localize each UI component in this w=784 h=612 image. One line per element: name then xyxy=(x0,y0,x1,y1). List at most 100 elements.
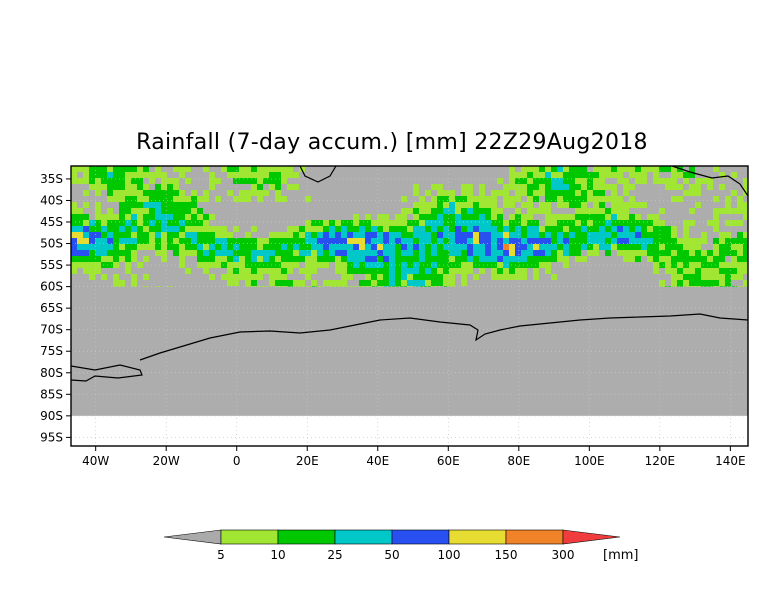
rain-cell xyxy=(719,256,725,262)
rain-cell xyxy=(743,286,748,287)
rain-cell xyxy=(653,244,659,250)
rain-cell xyxy=(539,202,545,208)
rain-cell xyxy=(413,250,419,256)
lon-tick-label: 0 xyxy=(233,454,241,468)
rain-cell xyxy=(407,286,413,287)
rain-cell xyxy=(725,202,731,208)
rain-cell xyxy=(251,178,257,184)
rain-cell xyxy=(575,208,581,214)
rain-cell xyxy=(515,262,521,268)
rain-cell xyxy=(713,238,719,244)
rain-cell xyxy=(275,196,281,202)
rain-cell xyxy=(407,244,413,250)
rain-cell xyxy=(491,256,497,262)
rain-cell xyxy=(311,226,317,232)
rain-cell xyxy=(395,280,401,286)
rain-cell xyxy=(689,238,695,244)
rain-cell xyxy=(425,202,431,208)
rain-cell xyxy=(689,172,695,178)
rain-cell xyxy=(179,250,185,256)
rain-cell xyxy=(707,184,713,190)
rain-cell xyxy=(185,268,191,274)
rain-cell xyxy=(299,268,305,274)
rain-cell xyxy=(77,232,83,238)
rain-cell xyxy=(437,268,443,274)
rain-cell xyxy=(671,196,677,202)
rain-cell xyxy=(143,196,149,202)
rain-cell xyxy=(635,166,641,172)
rain-cell xyxy=(707,280,713,286)
rain-cell xyxy=(179,220,185,226)
rain-cell xyxy=(425,220,431,226)
rain-cell xyxy=(119,232,125,238)
rain-cell xyxy=(425,256,431,262)
rain-cell xyxy=(173,238,179,244)
rain-cell xyxy=(203,268,209,274)
rain-cell xyxy=(665,166,671,172)
rain-cell xyxy=(479,214,485,220)
rain-cell xyxy=(353,244,359,250)
rain-cell xyxy=(107,166,113,172)
rain-cell xyxy=(623,256,629,262)
rain-cell xyxy=(173,250,179,256)
rain-cell xyxy=(95,232,101,238)
rain-cell xyxy=(269,184,275,190)
rain-cell xyxy=(305,196,311,202)
rain-cell xyxy=(257,250,263,256)
rain-cell xyxy=(587,172,593,178)
rain-cell xyxy=(557,238,563,244)
rain-cell xyxy=(527,244,533,250)
rain-cell xyxy=(245,280,251,286)
rain-cell xyxy=(95,220,101,226)
lat-tick-label: 90S xyxy=(40,409,63,423)
rain-cell xyxy=(209,178,215,184)
rain-cell xyxy=(419,226,425,232)
rain-cell xyxy=(551,196,557,202)
rain-cell xyxy=(461,184,467,190)
rain-cell xyxy=(317,220,323,226)
rain-cell xyxy=(623,226,629,232)
rain-cell xyxy=(575,220,581,226)
rain-cell xyxy=(431,274,437,280)
rain-cell xyxy=(125,202,131,208)
rain-cell xyxy=(263,178,269,184)
rain-cell xyxy=(155,190,161,196)
rain-cell xyxy=(89,244,95,250)
rain-cell xyxy=(587,226,593,232)
rain-cell xyxy=(245,244,251,250)
rain-cell xyxy=(539,190,545,196)
rain-cell xyxy=(155,238,161,244)
rain-cell xyxy=(629,202,635,208)
rain-cell xyxy=(563,256,569,262)
rain-cell xyxy=(305,268,311,274)
rain-cell xyxy=(365,268,371,274)
rain-cell xyxy=(119,226,125,232)
rain-cell xyxy=(431,196,437,202)
rain-cell xyxy=(221,244,227,250)
rain-cell xyxy=(275,178,281,184)
rain-cell xyxy=(209,232,215,238)
rain-cell xyxy=(455,250,461,256)
rain-cell xyxy=(143,166,149,172)
rain-cell xyxy=(677,196,683,202)
rain-cell xyxy=(455,226,461,232)
rain-cell xyxy=(245,196,251,202)
rain-cell xyxy=(245,256,251,262)
rain-cell xyxy=(479,208,485,214)
rain-cell xyxy=(383,220,389,226)
rain-cell xyxy=(491,202,497,208)
rain-cell xyxy=(677,280,683,286)
rain-cell xyxy=(437,244,443,250)
rain-cell xyxy=(623,166,629,172)
rain-cell xyxy=(599,226,605,232)
rain-cell xyxy=(251,274,257,280)
rain-cell xyxy=(173,208,179,214)
rain-cell xyxy=(599,190,605,196)
rain-cell xyxy=(665,238,671,244)
rain-cell xyxy=(575,226,581,232)
rain-cell xyxy=(377,226,383,232)
rain-cell xyxy=(161,226,167,232)
rain-cell xyxy=(485,208,491,214)
rain-cell xyxy=(251,238,257,244)
rain-cell xyxy=(509,220,515,226)
